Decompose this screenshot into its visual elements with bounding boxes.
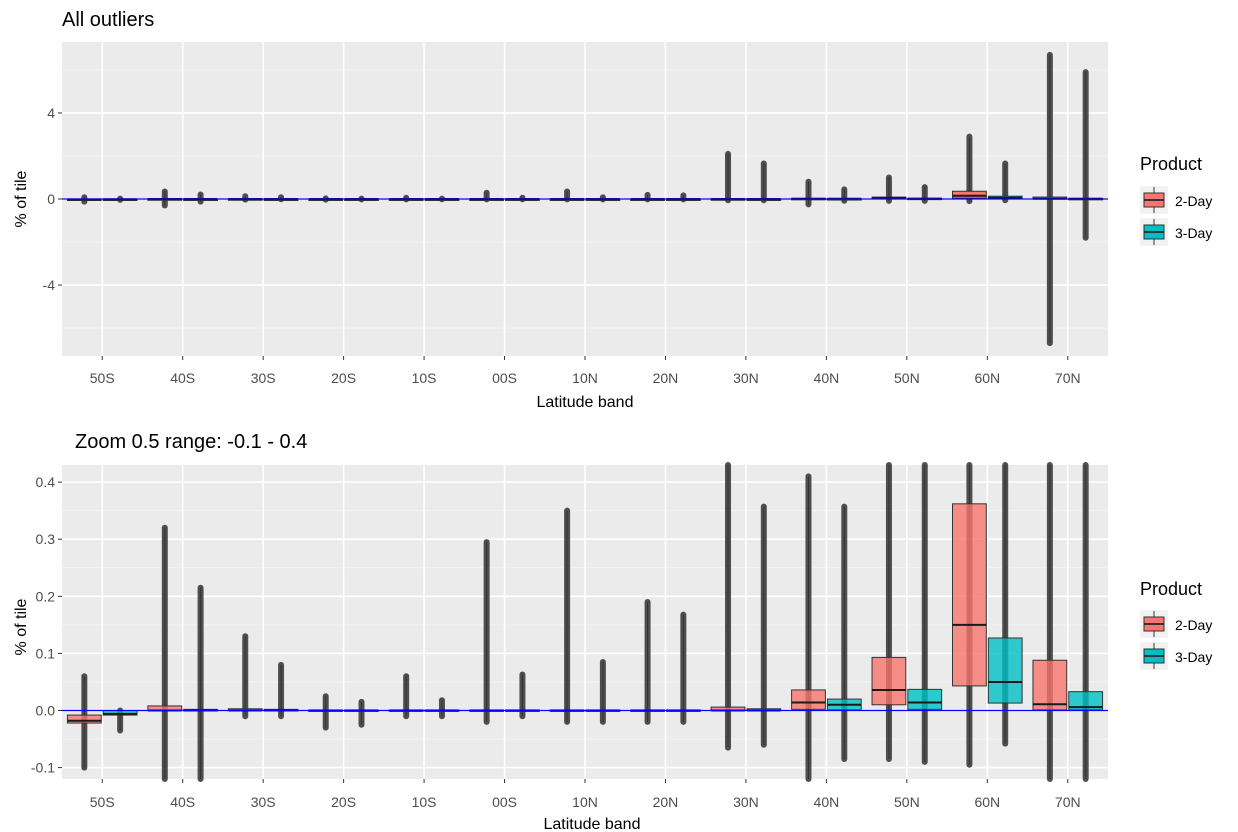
box-2-day — [1032, 462, 1068, 782]
y-tick-label: 4 — [47, 105, 55, 121]
x-tick-label: 40N — [814, 794, 840, 810]
box-2-day — [66, 673, 102, 771]
x-tick-label: 10N — [572, 794, 598, 810]
box-body — [66, 714, 102, 724]
box-body — [907, 688, 943, 710]
box-3-day — [1068, 462, 1104, 782]
x-tick-label: 40S — [170, 370, 195, 386]
chart-title: Zoom 0.5 range: -0.1 - 0.4 — [75, 431, 307, 453]
x-tick-label: 30N — [733, 370, 759, 386]
x-tick-label: 30S — [251, 370, 276, 386]
box-body — [952, 190, 987, 199]
x-tick-label: 50S — [90, 794, 115, 810]
x-tick-label: 20S — [331, 794, 356, 810]
y-tick-label: -4 — [43, 277, 56, 293]
x-tick-label: 20S — [331, 370, 356, 386]
x-tick-label: 00S — [492, 370, 517, 386]
y-tick-label: 0.3 — [36, 531, 56, 547]
legend-label: 2-Day — [1175, 193, 1212, 209]
x-tick-label: 30S — [251, 794, 276, 810]
x-axis-label: Latitude band — [544, 816, 641, 832]
box-body — [952, 503, 987, 687]
legend-label: 3-Day — [1175, 225, 1212, 241]
box-3-day — [102, 707, 138, 734]
y-axis-ticks: -0.1 0.0 0.1 0.2 0.3 0.4 — [31, 474, 62, 776]
chart-title: All outliers — [62, 9, 154, 31]
x-axis-ticks: 50S 40S 30S 20S 10S 00S 10N 20N 30N 40N 50N 60N 70N — [90, 779, 1081, 810]
x-tick-label: 20N — [653, 370, 679, 386]
legend-label: 2-Day — [1175, 617, 1212, 633]
y-tick-label: -0.1 — [31, 760, 55, 776]
box-2-day — [952, 462, 987, 768]
legend-key-2-day — [1140, 610, 1168, 638]
y-tick-label: 0.0 — [36, 702, 56, 718]
panel-zoom: Zoom 0.5 range: -0.1 - 0.4 -0.1 0.0 0.1 0.2… — [13, 431, 1108, 832]
legend-title: Product — [1140, 579, 1202, 599]
x-axis-ticks: 50S 40S 30S 20S 10S 00S 10N 20N 30N 40N 50N 60N 70N — [90, 356, 1081, 386]
legend-title: Product — [1140, 154, 1202, 174]
legend-label: 3-Day — [1175, 649, 1212, 665]
box-2-day — [952, 133, 987, 205]
x-tick-label: 60N — [974, 794, 1000, 810]
x-tick-label: 50N — [894, 370, 920, 386]
x-tick-label: 50S — [90, 370, 115, 386]
x-tick-label: 10S — [412, 370, 437, 386]
y-tick-label: 0.2 — [36, 588, 56, 604]
box-body — [871, 656, 907, 706]
x-axis-label: Latitude band — [537, 394, 634, 411]
legend-key-2-day — [1140, 186, 1168, 214]
box-body — [1032, 659, 1068, 711]
panel-all-outliers: All outliers -4 0 4 50S 40S 30S 20S 10S 00S 10N 2… — [13, 9, 1108, 411]
y-axis-label: % of tile — [13, 170, 30, 227]
y-axis-ticks: -4 0 4 — [43, 105, 62, 293]
box-2-day — [791, 473, 826, 782]
box-body — [987, 637, 1023, 704]
y-tick-label: 0.4 — [36, 474, 56, 490]
legend-key-3-day — [1140, 642, 1168, 670]
box-body — [791, 689, 826, 710]
x-tick-label: 40N — [814, 370, 840, 386]
legend-key-3-day — [1140, 218, 1168, 246]
box-3-day — [826, 503, 862, 763]
box-3-day — [987, 462, 1023, 747]
y-tick-label: 0 — [47, 191, 55, 207]
legend: Product 2-Day 3-Day — [1140, 579, 1212, 670]
x-tick-label: 70N — [1055, 794, 1081, 810]
x-tick-label: 30N — [733, 794, 759, 810]
x-tick-label: 20N — [653, 794, 679, 810]
x-tick-label: 50N — [894, 794, 920, 810]
box-3-day — [907, 462, 943, 765]
x-tick-label: 40S — [170, 794, 195, 810]
legend: Product 2-Day 3-Day — [1140, 154, 1212, 246]
y-axis-label: % of tile — [13, 598, 30, 655]
x-tick-label: 60N — [974, 370, 1000, 386]
x-tick-label: 10S — [412, 794, 437, 810]
x-tick-label: 00S — [492, 794, 517, 810]
x-tick-label: 10N — [572, 370, 598, 386]
x-tick-label: 70N — [1055, 370, 1081, 386]
y-tick-label: 0.1 — [36, 645, 56, 661]
